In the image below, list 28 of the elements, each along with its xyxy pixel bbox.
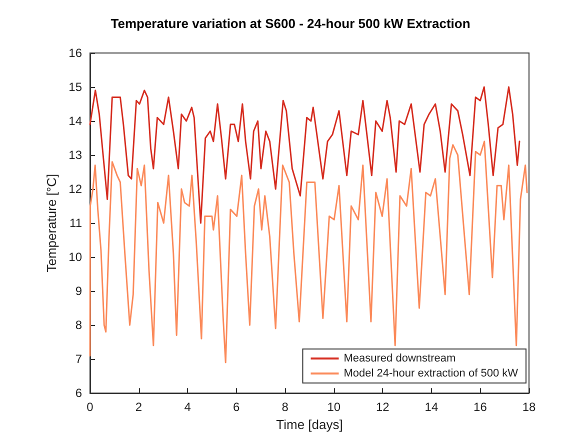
y-tick-label: 9 bbox=[75, 284, 82, 298]
y-axis-title: Temperature [°C] bbox=[44, 174, 59, 272]
x-tick-label: 4 bbox=[184, 400, 192, 414]
y-tick-label: 15 bbox=[68, 80, 82, 94]
y-tick-label: 8 bbox=[75, 318, 82, 332]
y-tick-label: 6 bbox=[75, 386, 82, 400]
y-tick-label: 11 bbox=[70, 216, 82, 230]
x-tick-label: 10 bbox=[327, 400, 341, 414]
x-tick-label: 16 bbox=[474, 400, 488, 414]
chart-title: Temperature variation at S600 - 24-hour 500 kW Extraction bbox=[110, 16, 470, 31]
x-tick-label: 2 bbox=[135, 400, 142, 414]
x-tick-label: 8 bbox=[282, 400, 289, 414]
y-tick-label: 10 bbox=[68, 250, 82, 264]
y-tick-label: 14 bbox=[68, 114, 82, 128]
x-tick-label: 12 bbox=[376, 400, 390, 414]
y-tick-label: 16 bbox=[68, 46, 82, 60]
legend-label: Model 24-hour extraction of 500 kW bbox=[344, 368, 519, 380]
x-tick-label: 18 bbox=[522, 400, 536, 414]
x-axis-title: Time [days] bbox=[276, 417, 343, 432]
line-series bbox=[89, 86, 520, 224]
y-tick-label: 13 bbox=[68, 148, 82, 162]
y-tick-label: 12 bbox=[68, 182, 82, 196]
line-series bbox=[89, 140, 528, 364]
x-tick-label: 0 bbox=[86, 400, 94, 414]
x-tick-label: 14 bbox=[424, 400, 438, 414]
y-tick-label: 7 bbox=[75, 352, 82, 366]
x-tick-label: 6 bbox=[232, 400, 240, 414]
legend-label: Measured downstream bbox=[344, 352, 456, 364]
